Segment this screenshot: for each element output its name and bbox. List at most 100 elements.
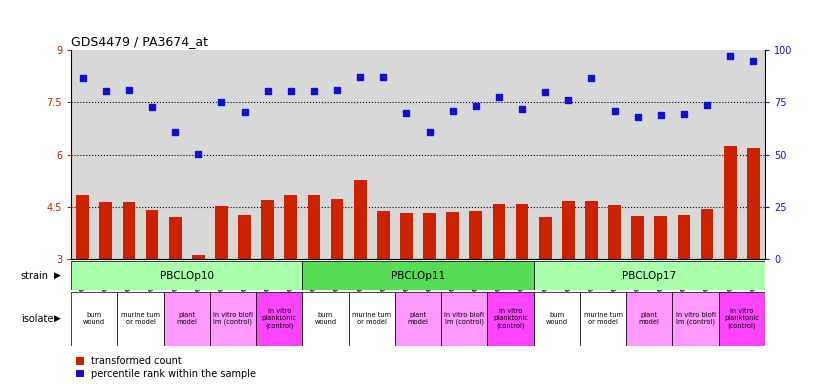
Text: plant
model: plant model	[176, 312, 197, 325]
Bar	[464, 50, 487, 259]
Point	[400, 110, 413, 116]
Bar	[349, 50, 372, 259]
Bar	[400, 213, 413, 364]
Point	[145, 104, 159, 111]
Bar	[215, 206, 227, 364]
Bar	[186, 50, 210, 259]
Bar	[210, 292, 256, 346]
Bar	[533, 261, 765, 290]
Point	[515, 106, 529, 112]
Point	[631, 114, 645, 120]
Bar	[742, 50, 765, 259]
Text: murine tum
or model: murine tum or model	[121, 312, 160, 325]
Legend: transformed count, percentile rank within the sample: transformed count, percentile rank withi…	[76, 356, 257, 379]
Bar	[256, 292, 303, 346]
Bar	[145, 210, 158, 364]
Bar	[377, 211, 390, 364]
Text: in vitro
planktonic
(control): in vitro planktonic (control)	[262, 308, 297, 329]
Bar	[117, 292, 164, 346]
Point	[585, 75, 599, 81]
Bar	[284, 195, 297, 364]
Point	[701, 102, 714, 108]
Bar	[650, 50, 672, 259]
Bar	[719, 292, 765, 346]
Bar	[603, 50, 626, 259]
Bar	[140, 50, 164, 259]
Text: plant
model: plant model	[639, 312, 660, 325]
Bar	[724, 146, 737, 364]
Point	[330, 87, 344, 93]
Point	[76, 75, 89, 81]
Point	[562, 98, 575, 104]
Bar	[303, 261, 533, 290]
Text: strain: strain	[21, 270, 48, 281]
Bar	[696, 50, 719, 259]
Text: PBCLOp11: PBCLOp11	[391, 270, 445, 281]
Bar	[580, 292, 626, 346]
Point	[238, 109, 252, 115]
Bar	[395, 292, 441, 346]
Point	[354, 74, 367, 80]
Bar	[441, 292, 487, 346]
Bar	[492, 204, 505, 364]
Bar	[71, 292, 117, 346]
Bar	[256, 50, 279, 259]
Bar	[446, 212, 459, 364]
Bar	[580, 50, 603, 259]
Text: isolate: isolate	[21, 314, 54, 324]
Bar	[308, 195, 320, 364]
Bar	[562, 200, 574, 364]
Point	[677, 111, 691, 118]
Bar	[233, 50, 256, 259]
Point	[308, 88, 321, 94]
Bar	[303, 50, 325, 259]
Bar	[609, 205, 621, 364]
Text: ▶: ▶	[54, 314, 61, 323]
Bar	[71, 50, 94, 259]
Bar	[672, 292, 719, 346]
Bar	[349, 292, 395, 346]
Bar	[487, 292, 533, 346]
Bar	[719, 50, 742, 259]
Bar	[94, 50, 117, 259]
Bar	[99, 202, 112, 364]
Bar	[487, 50, 511, 259]
Point	[122, 87, 135, 93]
Point	[724, 53, 737, 59]
Text: burn
wound: burn wound	[314, 312, 337, 325]
Bar	[655, 215, 667, 364]
Point	[168, 129, 182, 135]
Text: PBCLOp17: PBCLOp17	[622, 270, 676, 281]
Text: in vitro biofi
lm (control): in vitro biofi lm (control)	[444, 312, 484, 326]
Point	[423, 129, 436, 135]
Point	[191, 151, 205, 157]
Point	[99, 88, 112, 94]
Bar	[279, 50, 303, 259]
Text: burn
wound: burn wound	[83, 312, 105, 325]
Bar	[511, 50, 533, 259]
Point	[261, 88, 274, 94]
Bar	[123, 202, 135, 364]
Point	[215, 99, 228, 105]
Bar	[631, 215, 644, 364]
Bar	[372, 50, 395, 259]
Text: in vitro biofi
lm (control): in vitro biofi lm (control)	[675, 312, 716, 326]
Bar	[325, 50, 349, 259]
Bar	[701, 209, 713, 364]
Bar	[238, 215, 251, 364]
Text: in vitro biofi
lm (control): in vitro biofi lm (control)	[213, 312, 253, 326]
Point	[608, 108, 621, 114]
Text: in vitro
planktonic
(control): in vitro planktonic (control)	[493, 308, 528, 329]
Bar	[533, 50, 557, 259]
Bar	[164, 292, 210, 346]
Bar	[210, 50, 233, 259]
Point	[446, 108, 460, 114]
Bar	[539, 217, 552, 364]
Point	[655, 113, 668, 119]
Bar	[418, 50, 441, 259]
Point	[284, 88, 298, 94]
Text: ▶: ▶	[54, 271, 61, 280]
Bar	[76, 195, 89, 364]
Text: PBCLOp10: PBCLOp10	[160, 270, 214, 281]
Bar	[303, 292, 349, 346]
